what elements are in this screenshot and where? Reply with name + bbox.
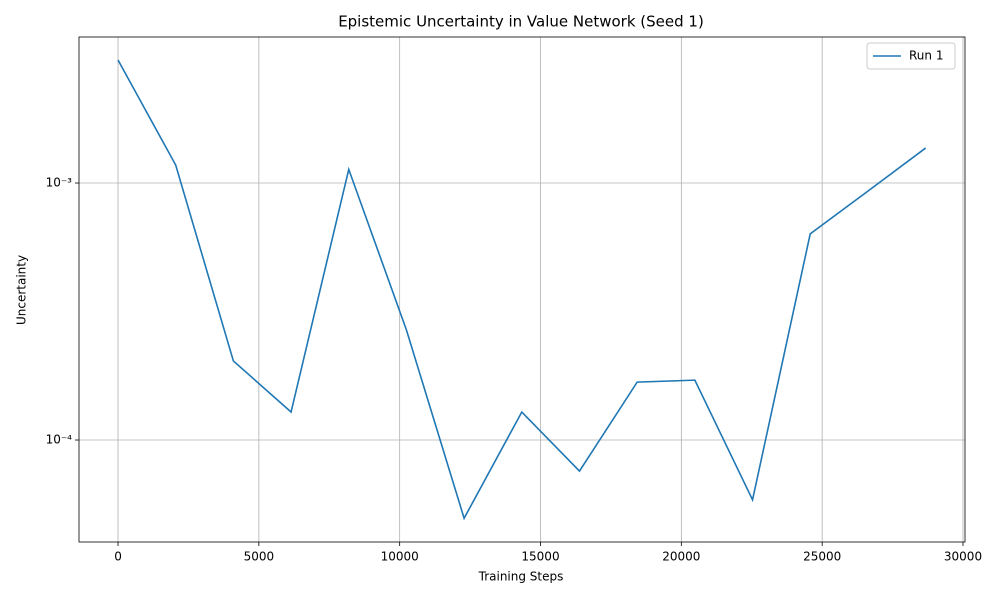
legend: Run 1	[866, 42, 956, 70]
x-tick-label: 5000	[244, 550, 275, 564]
x-tick-label: 15000	[521, 550, 559, 564]
x-tick-label: 20000	[662, 550, 700, 564]
legend-box	[866, 42, 956, 70]
plot-frame	[78, 36, 966, 543]
chart-title: Epistemic Uncertainty in Value Network (…	[338, 13, 704, 31]
x-tick-label: 30000	[944, 550, 982, 564]
legend-label: Run 1	[909, 49, 943, 63]
x-axis-label: Training Steps	[478, 570, 564, 584]
y-axis-label: Uncertainty	[15, 255, 29, 325]
y-tick-label: 10⁻⁴	[46, 433, 73, 447]
line	[117, 59, 927, 521]
y-tick-label: 10⁻³	[46, 176, 73, 190]
x-tick-label: 10000	[381, 550, 419, 564]
x-tick-label: 25000	[803, 550, 841, 564]
x-tick-label: 0	[114, 550, 122, 564]
